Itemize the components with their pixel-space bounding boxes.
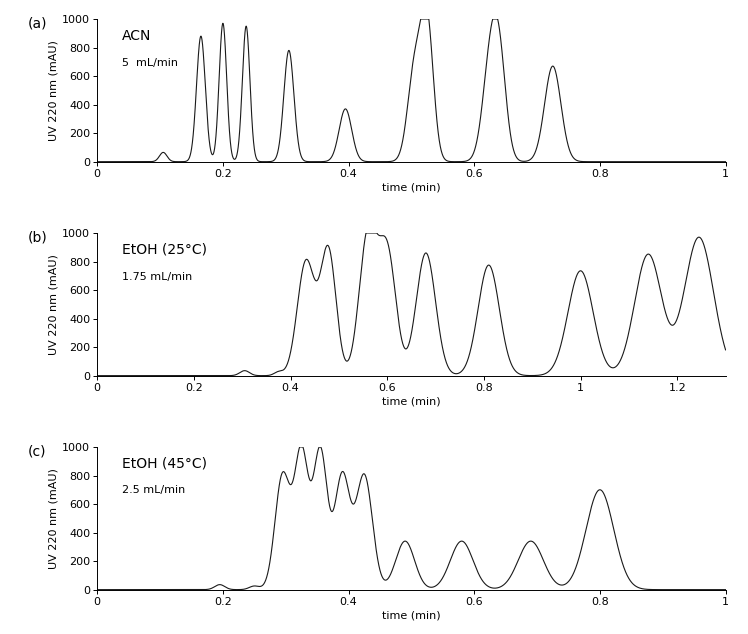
X-axis label: time (min): time (min) xyxy=(382,183,441,193)
Text: EtOH (25°C): EtOH (25°C) xyxy=(123,243,207,257)
X-axis label: time (min): time (min) xyxy=(382,611,441,621)
Y-axis label: UV 220 nm (mAU): UV 220 nm (mAU) xyxy=(48,40,58,141)
Text: (c): (c) xyxy=(28,444,46,458)
Text: ACN: ACN xyxy=(123,29,152,43)
Text: EtOH (45°C): EtOH (45°C) xyxy=(123,457,207,471)
X-axis label: time (min): time (min) xyxy=(382,397,441,407)
Text: (a): (a) xyxy=(28,16,48,30)
Text: 5  mL/min: 5 mL/min xyxy=(123,58,178,68)
Text: 1.75 mL/min: 1.75 mL/min xyxy=(123,271,193,281)
Text: 2.5 mL/min: 2.5 mL/min xyxy=(123,486,186,496)
Text: (b): (b) xyxy=(28,230,48,244)
Y-axis label: UV 220 nm (mAU): UV 220 nm (mAU) xyxy=(48,468,58,569)
Y-axis label: UV 220 nm (mAU): UV 220 nm (mAU) xyxy=(48,254,58,355)
